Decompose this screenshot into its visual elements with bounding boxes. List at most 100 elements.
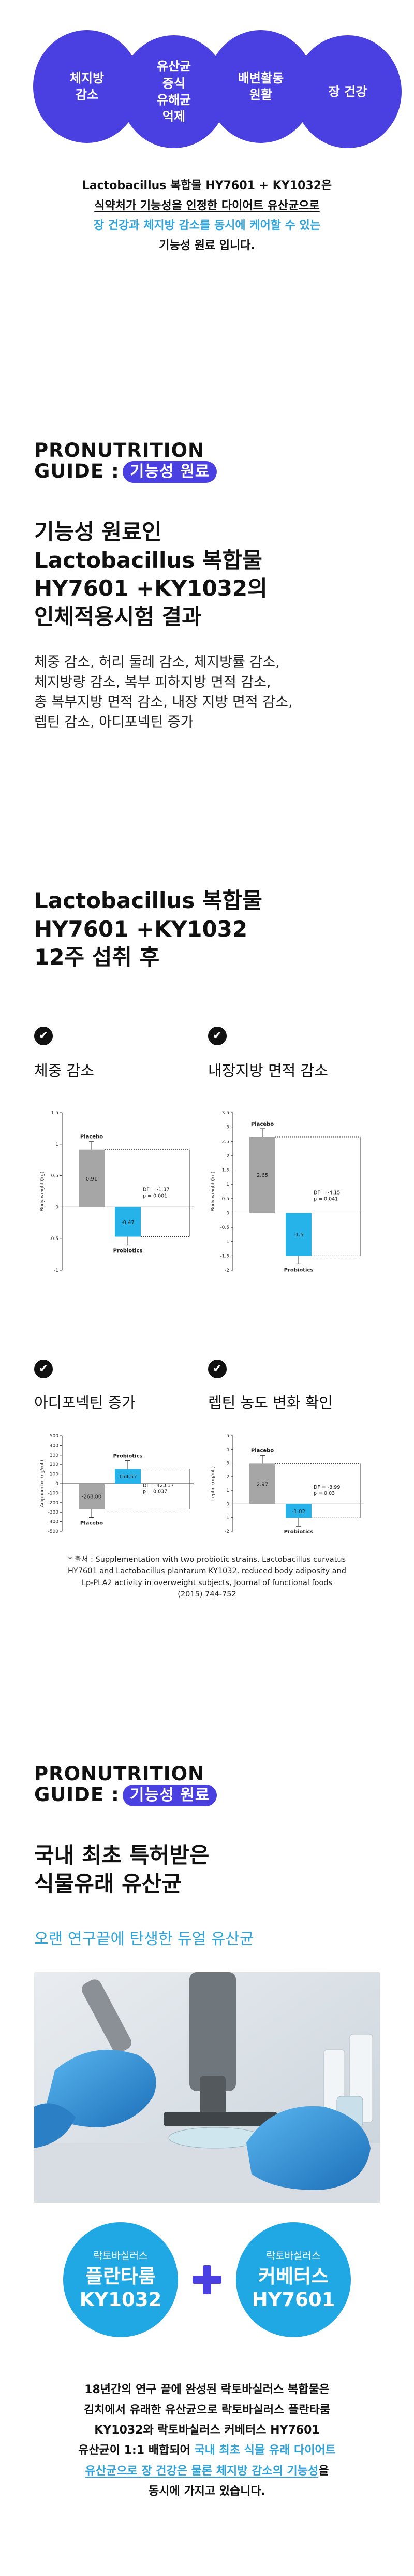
title-line: 인체적용시험 결과 (34, 603, 202, 629)
check-icon: ✔ (34, 1360, 53, 1378)
plus-icon (193, 2265, 221, 2294)
tick-label: 3 (226, 1125, 229, 1130)
tick-label: 0 (226, 1502, 229, 1507)
outro-line: 을 (318, 2464, 329, 2478)
tick-label: 1.5 (51, 1111, 58, 1116)
title-line: Lactobacillus 복합물 (34, 888, 262, 913)
tick-label: -2 (225, 1529, 229, 1534)
title-line: HY7601 +KY1032 (34, 916, 248, 942)
tick-label: 0 (226, 1211, 229, 1216)
tick-label: 2 (226, 1475, 229, 1480)
data-label: 2.65 (257, 1173, 268, 1178)
strain-genus: 락토바실러스 (93, 2250, 148, 2262)
source-line: HY7601 and Lactobacillus plantarum KY103… (68, 1567, 346, 1576)
tick-label: 3 (226, 1461, 229, 1466)
tick-label: -100 (48, 1491, 59, 1496)
tick-label: 0 (55, 1205, 58, 1210)
item-adiponectin: 아디포넥틴 증가 (34, 1394, 136, 1412)
item-weight-loss: 체중 감소 (34, 1062, 94, 1080)
data-label: 0.91 (86, 1176, 97, 1182)
outro-highlight: 국내 최초 식물 유래 다이어트 (194, 2444, 336, 2457)
check-icon: ✔ (208, 1360, 227, 1378)
tick-label: -1 (54, 1268, 58, 1273)
bar-probiotics (115, 1469, 141, 1484)
guide-line1: PRONUTRITION (34, 439, 204, 462)
data-label: -0.47 (121, 1220, 135, 1226)
title-line: 국내 최초 특허받은 (34, 1843, 210, 1868)
benefit-circle: 장 건강 (294, 35, 402, 148)
bar-placebo (79, 1484, 105, 1509)
tick-label: -1.5 (220, 1254, 229, 1259)
intro-line: 기능성 원료 입니다. (159, 239, 255, 252)
data-label: 2.97 (257, 1481, 268, 1487)
data-label: -1.5 (293, 1232, 304, 1238)
guide-heading: PRONUTRITION GUIDE : 기능성 원료 (34, 440, 217, 483)
chart-weight: Body weight (kg) 1.5 1 0.5 0 -0.5 -1 0.91 Placeb… (40, 1111, 194, 1273)
tick-label: -200 (48, 1501, 59, 1506)
axis-label: Leptin (ng/mL) (211, 1466, 216, 1501)
tick-label: 1.5 (222, 1168, 229, 1173)
category-label: Placebo (251, 1121, 274, 1127)
lab-photo (34, 1972, 380, 2203)
title-line: 12주 섭취 후 (34, 944, 160, 970)
annotation: DF = 423.37 (143, 1483, 174, 1489)
category-label: Placebo (80, 1134, 103, 1140)
title-line: Lactobacillus 복합물 (34, 547, 262, 573)
effects-line: 렙틴 감소, 아디포넥틴 증가 (34, 714, 194, 730)
tick-label: -1 (225, 1516, 229, 1521)
source-line: (2015) 744-752 (178, 1590, 236, 1599)
source-citation: * 출처 : Supplementation with two probioti… (57, 1554, 357, 1601)
outro-highlight: 유산균으로 장 건강은 물론 체지방 감소의 기능성 (85, 2464, 319, 2478)
data-label: 154.57 (119, 1474, 137, 1480)
tick-label: 100 (50, 1472, 58, 1477)
title-line: HY7601 +KY1032의 (34, 575, 268, 601)
outro-line: KY1032와 락토바실러스 커베터스 HY7601 (94, 2424, 320, 2437)
intro-text: Lactobacillus 복합물 HY7601 + KY1032은 식약처가 … (21, 176, 393, 256)
chart-adiponectin: Adiponectin (ng/mL) 500 400 300 200 100 0 -100 -… (40, 1434, 194, 1534)
tick-label: 0 (55, 1481, 58, 1487)
bar-placebo (249, 1136, 275, 1213)
tick-label: -0.5 (49, 1236, 58, 1242)
intro-line: Lactobacillus 복합물 HY7601 + KY1032은 (82, 179, 332, 192)
intro-line: 장 건강과 체지방 감소를 동시에 케어할 수 있는 (93, 219, 321, 232)
tick-label: -0.5 (220, 1225, 229, 1230)
category-label: Probiotics (113, 1248, 143, 1254)
tick-label: 3.5 (222, 1111, 229, 1116)
strain-species: 커베터스 (258, 2265, 329, 2288)
annotation: DF = -3.99 (314, 1485, 340, 1490)
annotation: p = 0.037 (143, 1489, 167, 1495)
chart-leptin: Leptin (ng/mL) 5 4 3 2 1 0 -1 -2 2.97 Placebo -1.02… (211, 1434, 364, 1535)
tick-label: 1 (226, 1488, 229, 1493)
tick-label: -400 (48, 1520, 59, 1525)
guide-heading-2: PRONUTRITION GUIDE : 기능성 원료 (34, 1764, 217, 1806)
check-icon: ✔ (34, 1027, 53, 1045)
bar-placebo (249, 1463, 275, 1504)
category-label: Probiotics (113, 1454, 143, 1459)
annotation: DF = -4.15 (314, 1190, 340, 1196)
tick-label: 0.5 (222, 1197, 229, 1202)
tick-label: 2 (226, 1154, 229, 1159)
category-label: Placebo (80, 1520, 103, 1526)
section1-title: 기능성 원료인 Lactobacillus 복합물 HY7601 +KY1032… (34, 518, 376, 631)
guide-line2: GUIDE : (34, 459, 120, 482)
tick-label: 5 (226, 1434, 229, 1439)
tick-label: 500 (50, 1434, 58, 1439)
outro-line: 유산균이 1:1 배합되어 (78, 2444, 195, 2457)
check-icon: ✔ (208, 1027, 227, 1045)
annotation: DF = -1.37 (143, 1187, 169, 1193)
annotation: p = 0.041 (314, 1197, 338, 1202)
effects-line: 체지방량 감소, 복부 피하지방 면적 감소, (34, 674, 271, 690)
title-line: 식물유래 유산균 (34, 1870, 182, 1896)
tick-label: 1 (226, 1182, 229, 1187)
section2-title: Lactobacillus 복합물 HY7601 +KY1032 12주 섭취 … (34, 887, 376, 972)
tick-label: -500 (48, 1529, 59, 1534)
outro-text: 18년간의 연구 끝에 완성된 락토바실러스 복합물은 김치에서 유래한 유산균… (34, 2380, 380, 2501)
bar-placebo (79, 1149, 105, 1207)
annotation: p = 0.001 (143, 1193, 167, 1199)
effects-line: 체중 감소, 허리 둘레 감소, 체지방률 감소, (34, 654, 280, 670)
section3-title: 국내 최초 특허받은 식물유래 유산균 (34, 1841, 376, 1898)
tick-label: 0.5 (51, 1174, 58, 1179)
tick-label: 400 (50, 1443, 58, 1448)
tick-label: 4 (226, 1447, 229, 1452)
